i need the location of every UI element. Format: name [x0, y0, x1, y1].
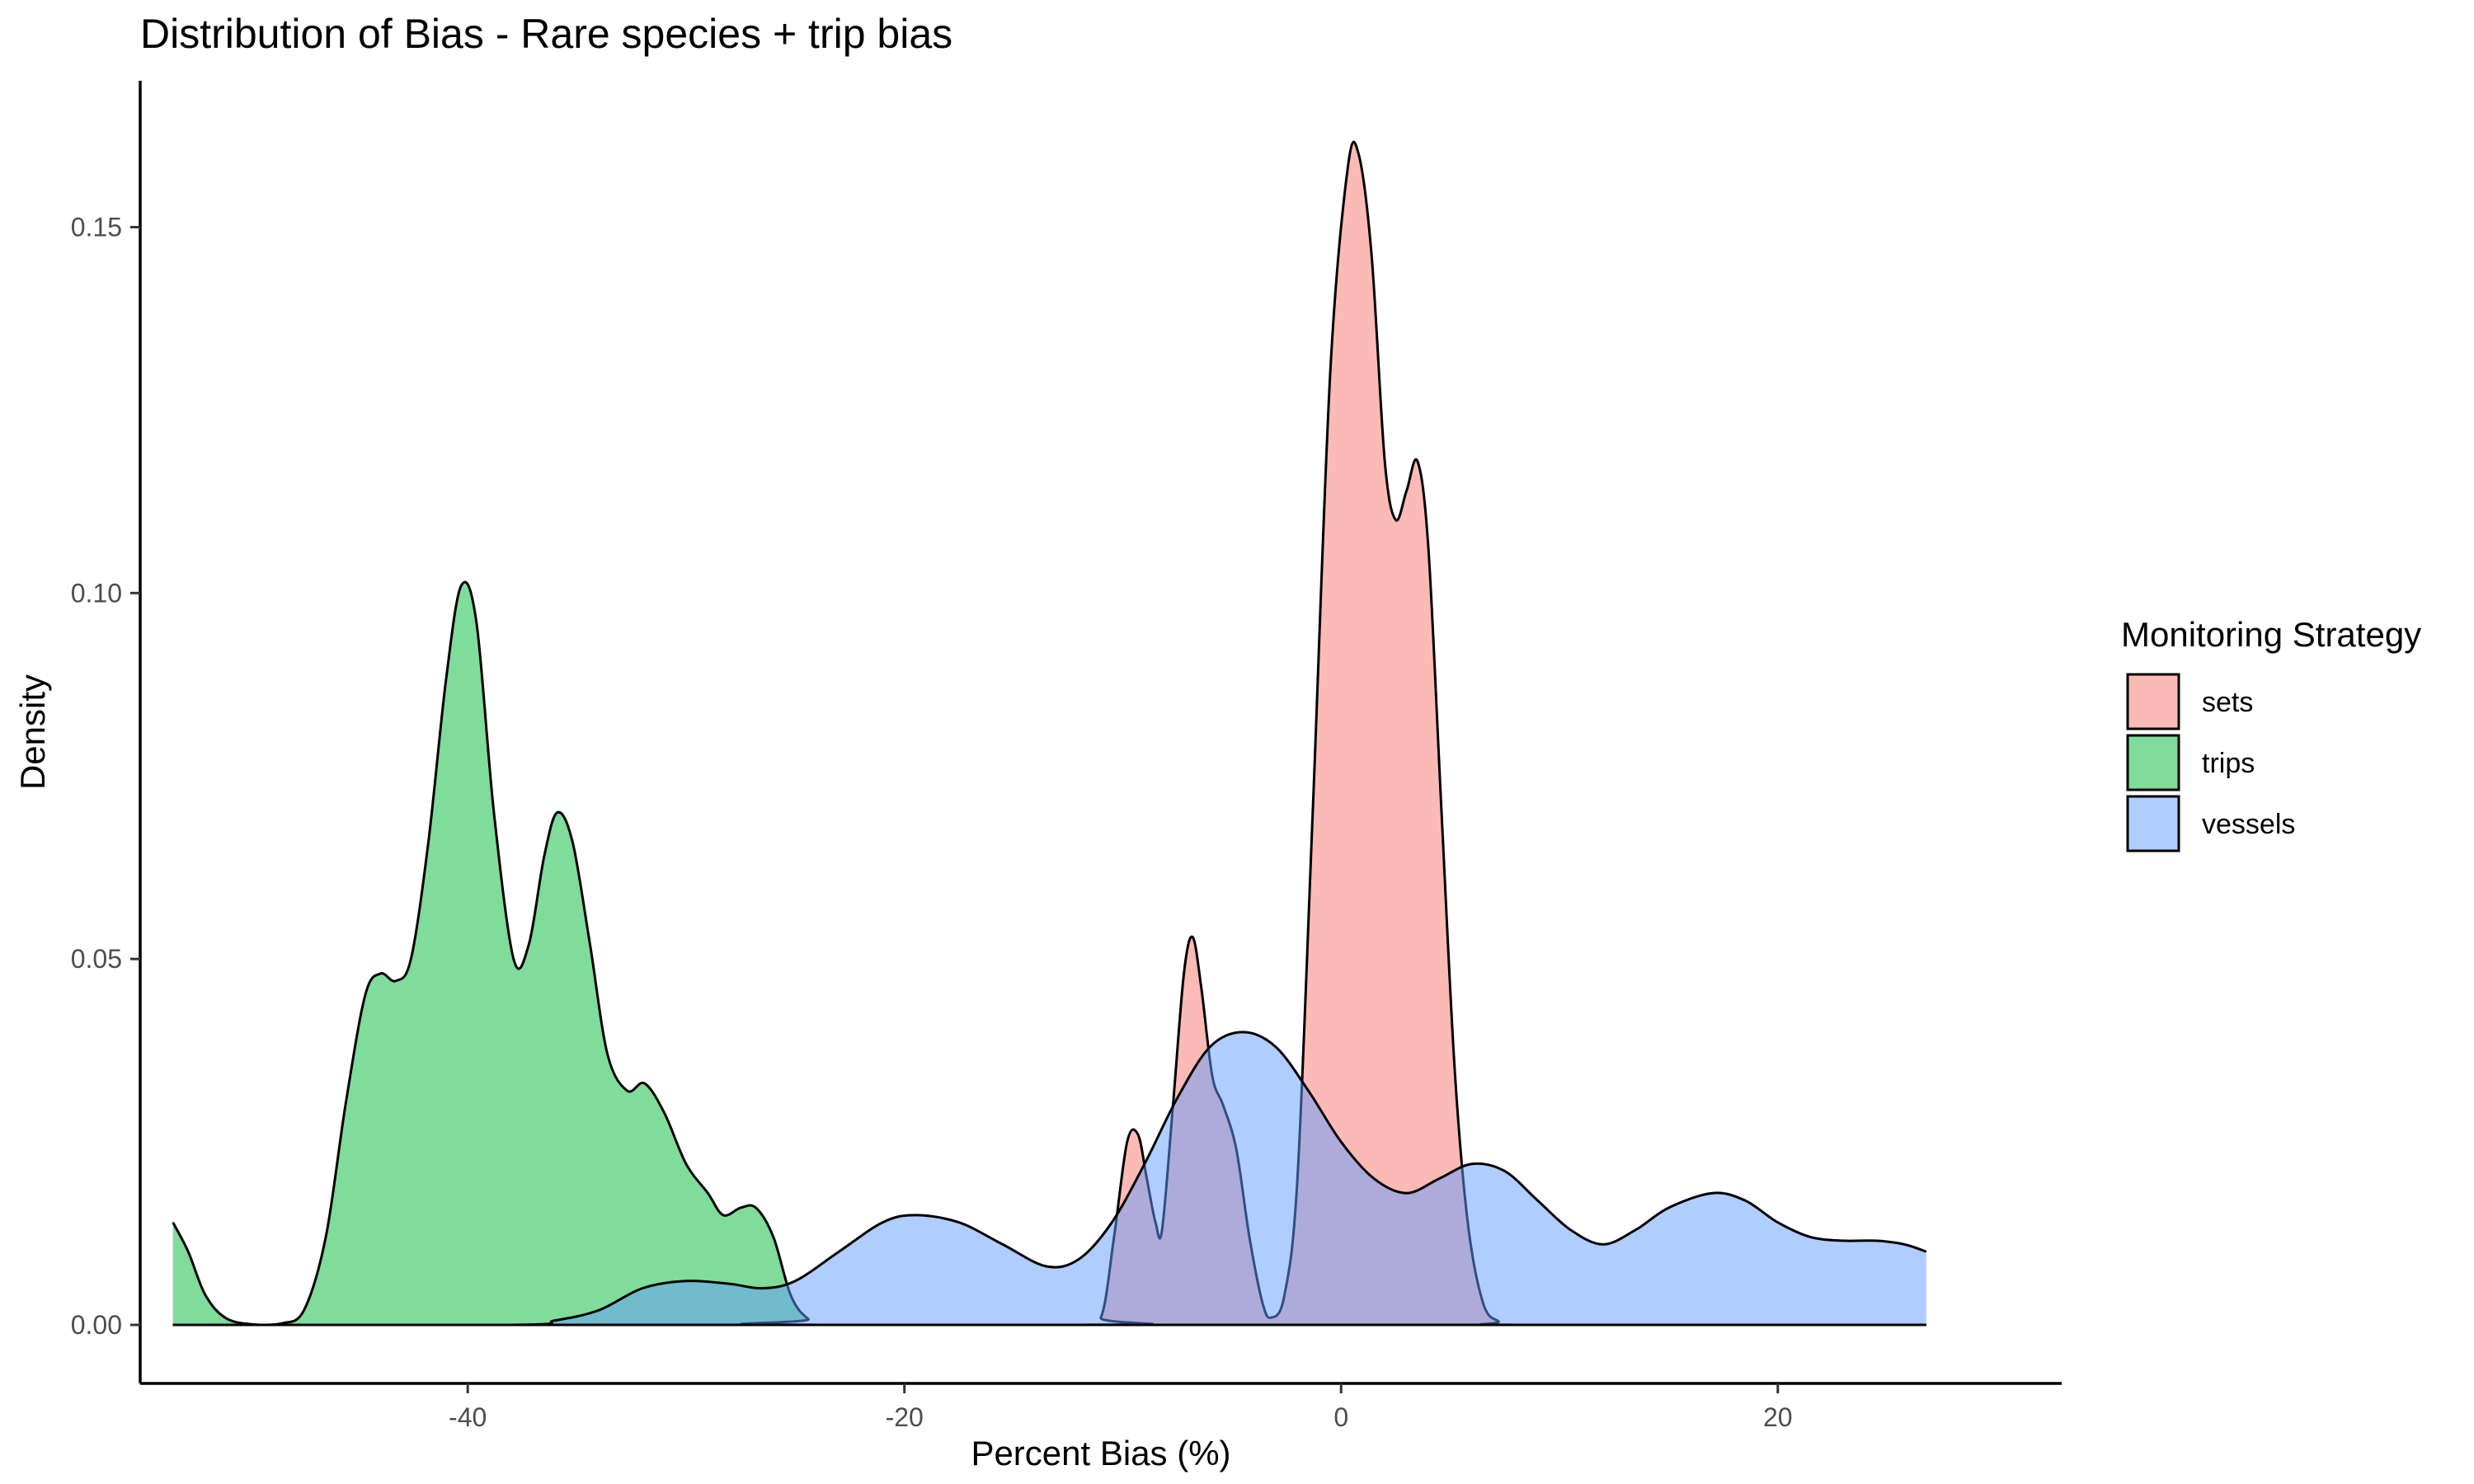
density-area-vessels: [172, 1031, 1926, 1325]
x-tick-label: 0: [1333, 1402, 1348, 1432]
legend-key-vessels: [2126, 795, 2180, 852]
y-tick-label: 0.15: [71, 213, 122, 242]
x-tick-label: -40: [449, 1402, 487, 1432]
density-line-vessels: [172, 1031, 1927, 1327]
chart-title: Distribution of Bias - Rare species + tr…: [140, 11, 952, 57]
legend-label-vessels: vessels: [2202, 809, 2295, 840]
x-tick-label: 20: [1763, 1402, 1793, 1432]
legend-label-sets: sets: [2202, 687, 2253, 718]
legend-key-sets: [2126, 673, 2180, 730]
y-axis-ticks: 0.00 0.05 0.10 0.15: [71, 213, 140, 1340]
legend: Monitoring Strategy sets trips vessels: [2121, 615, 2421, 852]
y-axis-title: Density: [13, 674, 52, 790]
legend-title: Monitoring Strategy: [2121, 615, 2421, 654]
legend-label-trips: trips: [2202, 748, 2255, 779]
density-line-trips: [172, 580, 1926, 1327]
legend-items: sets trips vessels: [2126, 673, 2295, 852]
x-tick-label: -20: [886, 1402, 924, 1432]
y-tick-label: 0.05: [71, 944, 122, 974]
plot-area: [172, 140, 1927, 1327]
legend-key-trips: [2126, 734, 2180, 791]
density-area-trips: [172, 581, 1926, 1325]
x-axis-ticks: -40 -20 0 20: [449, 1383, 1793, 1432]
y-tick-label: 0.00: [71, 1310, 122, 1340]
x-axis-title: Percent Bias (%): [971, 1434, 1230, 1472]
y-tick-label: 0.10: [71, 578, 122, 608]
